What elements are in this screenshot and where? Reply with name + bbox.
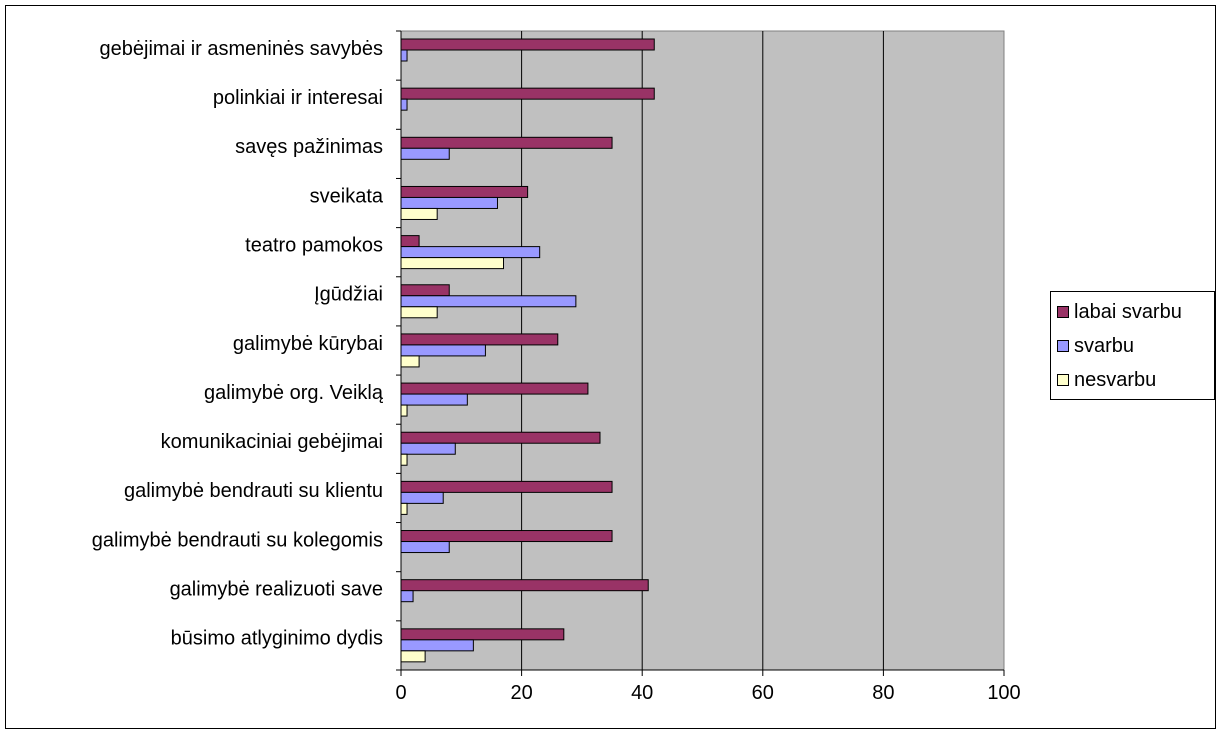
bar-13-series-1 [400, 628, 565, 641]
legend-swatch-svarbu [1057, 340, 1069, 352]
category-label-9: komunikaciniai gebėjimai [161, 431, 383, 453]
bar-7-series-2 [400, 344, 486, 357]
category-label-11: galimybė bendrauti su kolegomis [92, 529, 383, 551]
legend-item-svarbu: svarbu [1057, 332, 1134, 360]
bar-4-series-1 [400, 185, 529, 198]
bar-10-series-2 [400, 491, 444, 504]
bar-8-series-1 [400, 382, 589, 395]
bar-9-series-3 [400, 453, 408, 466]
legend-swatch-labai-svarbu [1057, 306, 1069, 318]
bar-8-series-3 [400, 404, 408, 417]
bar-13-series-2 [400, 639, 474, 652]
legend-label-nesvarbu: nesvarbu [1074, 368, 1157, 391]
bar-1-series-2 [400, 49, 408, 62]
bar-1-series-1 [400, 38, 655, 51]
x-tick-label-3: 60 [752, 682, 774, 704]
category-label-4: sveikata [310, 185, 384, 207]
legend: labai svarbu svarbu nesvarbu [1050, 291, 1215, 400]
bar-9-series-1 [400, 431, 601, 444]
category-label-3: savęs pažinimas [235, 136, 383, 158]
legend-swatch-nesvarbu [1057, 374, 1069, 386]
category-label-6: Įgūdžiai [314, 284, 383, 306]
bar-2-series-2 [400, 98, 408, 111]
bar-6-series-3 [400, 306, 438, 319]
x-tick-label-1: 20 [510, 682, 532, 704]
bar-6-series-2 [400, 295, 577, 308]
category-label-13: būsimo atlyginimo dydis [171, 628, 383, 650]
category-label-12: galimybė realizuoti save [170, 579, 383, 601]
bar-5-series-3 [400, 257, 505, 270]
category-label-5: teatro pamokos [245, 234, 383, 256]
bar-2-series-1 [400, 87, 655, 100]
legend-label-labai-svarbu: labai svarbu [1074, 300, 1182, 323]
category-label-8: galimybė org. Veiklą [204, 382, 384, 404]
x-tick-label-0: 0 [395, 682, 406, 704]
category-label-10: galimybė bendrauti su klientu [124, 480, 383, 502]
bar-4-series-2 [400, 196, 498, 209]
bar-10-series-1 [400, 480, 613, 493]
category-label-7: galimybė kūrybai [233, 333, 383, 355]
bar-10-series-3 [400, 502, 408, 515]
legend-label-svarbu: svarbu [1074, 334, 1135, 357]
bar-8-series-2 [400, 393, 468, 406]
bar-3-series-1 [400, 136, 613, 149]
bar-11-series-1 [400, 530, 613, 543]
legend-item-labai-svarbu: labai svarbu [1057, 298, 1182, 326]
legend-item-nesvarbu: nesvarbu [1057, 366, 1156, 394]
bar-3-series-2 [400, 147, 450, 160]
bar-5-series-1 [400, 235, 420, 248]
bar-11-series-2 [400, 541, 450, 554]
plot-area [400, 30, 1005, 671]
bar-7-series-1 [400, 333, 559, 346]
x-tick-label-5: 100 [987, 682, 1020, 704]
x-tick-label-2: 40 [631, 682, 653, 704]
bar-6-series-1 [400, 284, 450, 297]
category-label-2: polinkiai ir interesai [213, 87, 383, 109]
bar-9-series-2 [400, 442, 456, 455]
bar-12-series-2 [400, 590, 414, 603]
bar-4-series-3 [400, 207, 438, 220]
x-tick-label-4: 80 [872, 682, 894, 704]
bar-13-series-3 [400, 650, 426, 663]
category-label-1: gebėjimai ir asmeninės savybės [100, 38, 383, 60]
bar-7-series-3 [400, 355, 420, 368]
bar-12-series-1 [400, 579, 649, 592]
bar-5-series-2 [400, 246, 541, 259]
